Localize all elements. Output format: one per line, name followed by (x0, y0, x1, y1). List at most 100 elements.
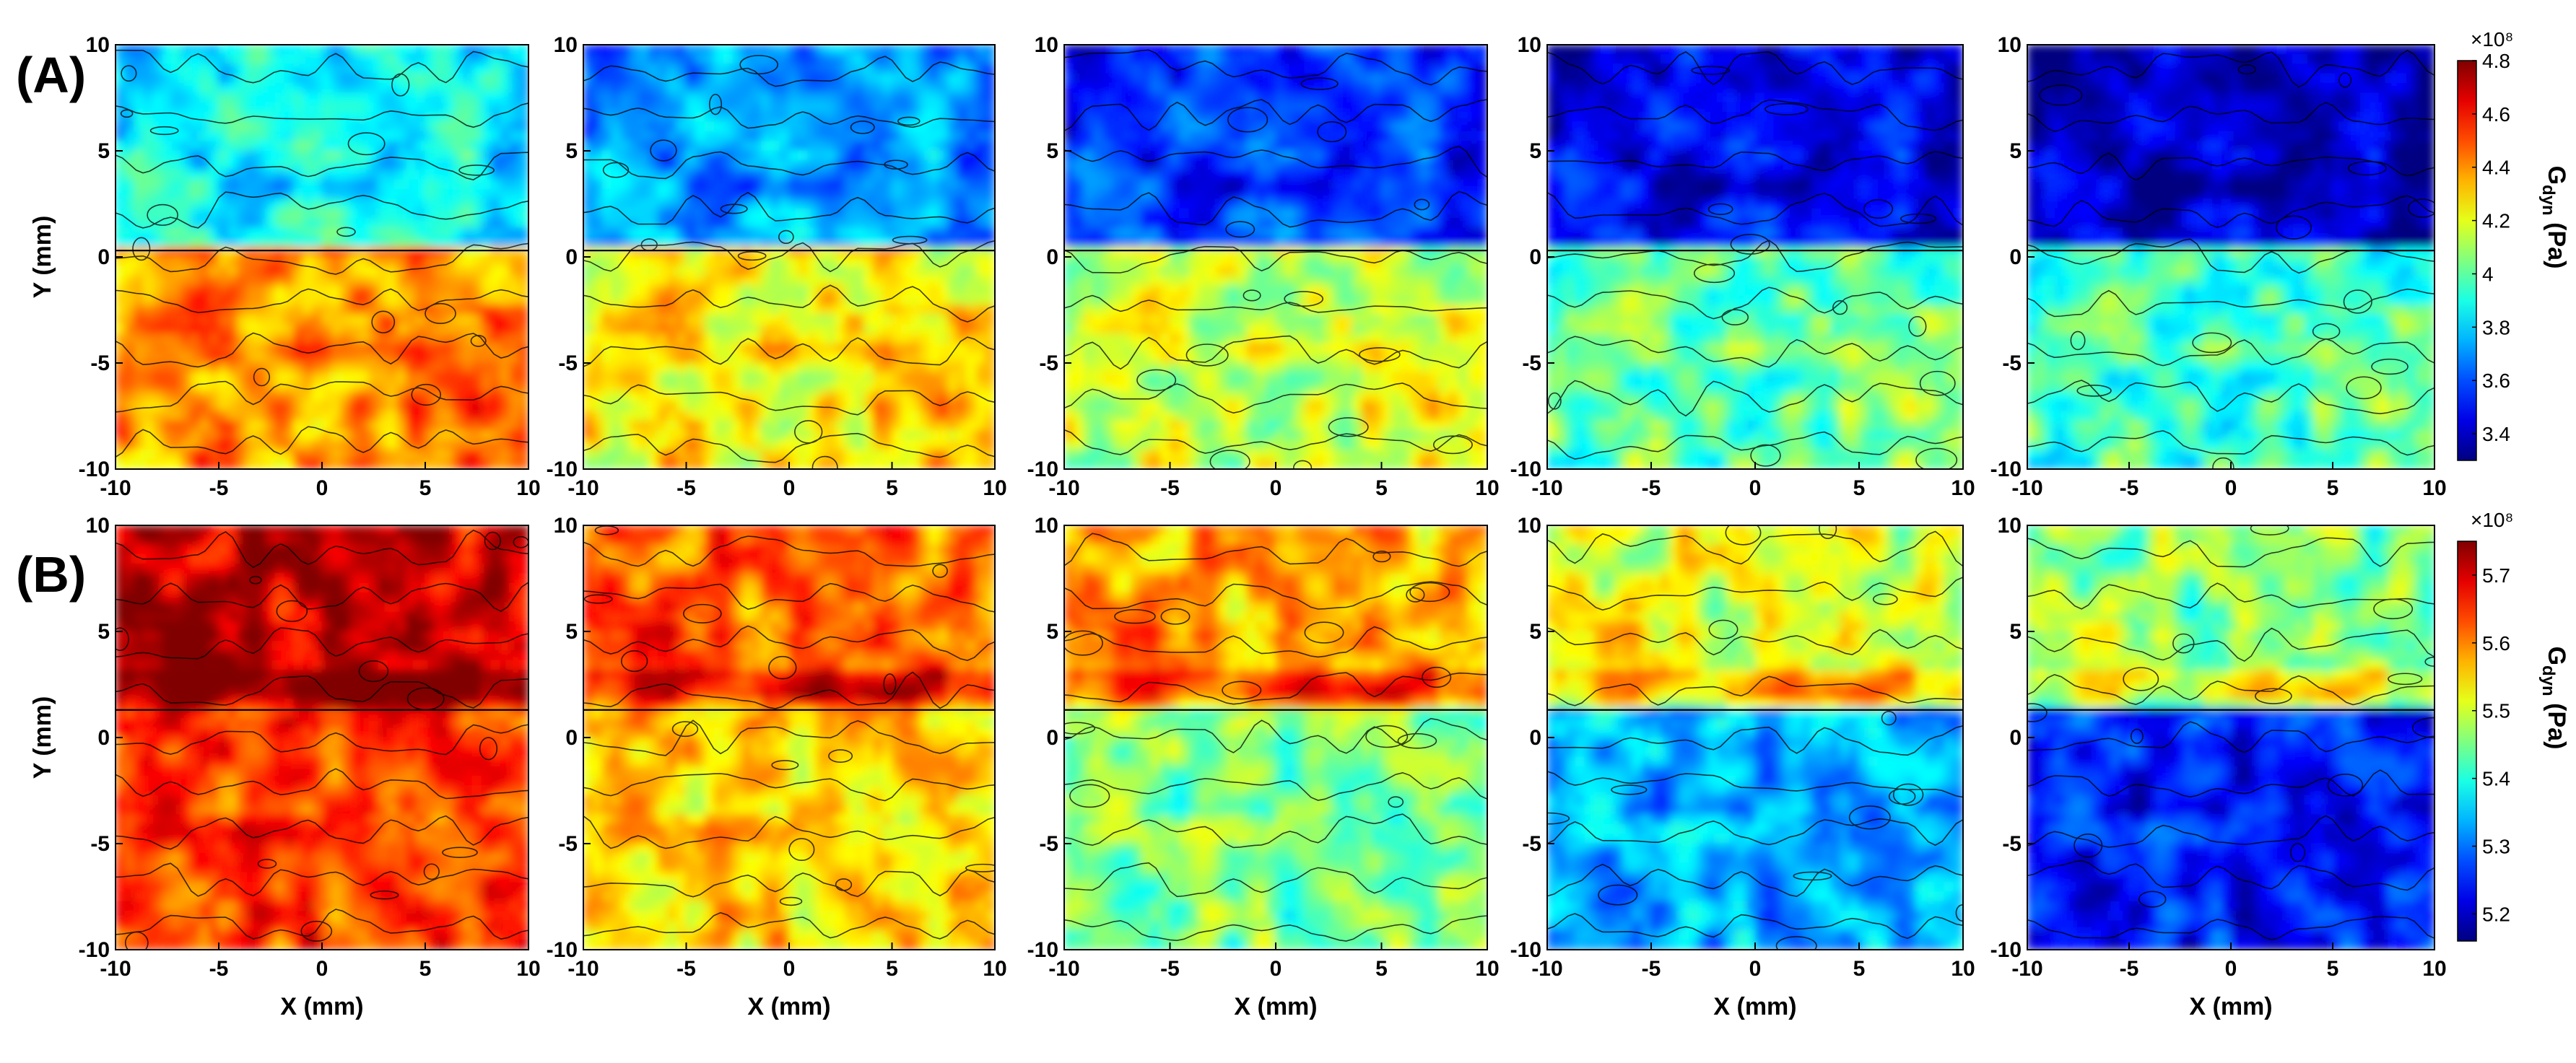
heat-cell (704, 343, 715, 354)
heat-cell (938, 439, 949, 450)
heat-cell (919, 218, 930, 229)
heat-cell (1217, 112, 1228, 123)
heat-cell (957, 198, 967, 209)
heat-cell (788, 391, 799, 402)
heat-cell (1159, 150, 1170, 161)
heat-cell (340, 237, 351, 248)
heat-cell (985, 314, 995, 325)
heat-cell (303, 449, 313, 460)
heat-cell (658, 324, 669, 335)
heat-cell (1438, 218, 1450, 229)
heat-cell (134, 112, 144, 123)
heat-cell (256, 294, 266, 306)
heat-cell (1342, 188, 1354, 200)
heat-cell (387, 382, 398, 393)
heat-cell (415, 285, 426, 296)
heat-cell (1102, 53, 1113, 65)
heat-cell (779, 324, 790, 335)
heat-cell (490, 64, 501, 74)
heat-cell (770, 372, 780, 383)
heat-cell (500, 112, 510, 123)
heat-cell (938, 333, 949, 344)
heat-cell (854, 170, 865, 180)
heat-cell (274, 92, 285, 103)
heat-cell (265, 343, 276, 354)
heat-cell (1208, 92, 1219, 103)
heat-cell (265, 382, 276, 393)
heat-cell (209, 45, 219, 55)
heat-cell (443, 198, 454, 209)
heat-cell (406, 45, 417, 55)
heat-cell (751, 382, 762, 393)
heat-cell (1458, 227, 1468, 238)
heat-cell (713, 150, 724, 161)
heat-cell (1429, 188, 1440, 200)
heat-cell (620, 218, 631, 229)
heat-cell (919, 285, 930, 296)
heat-cell (116, 131, 126, 142)
heat-cell (218, 112, 229, 123)
heat-cell (947, 159, 958, 171)
heat-cell (957, 372, 967, 383)
heat-cell (434, 53, 445, 65)
heat-cell (1304, 188, 1315, 200)
heat-cell (1073, 170, 1084, 180)
heat-cell (171, 362, 182, 373)
heat-cell (1458, 53, 1468, 65)
heat-cell (1131, 121, 1142, 132)
heat-cell (873, 73, 884, 84)
heat-cell (453, 112, 464, 123)
heat-cell (1112, 170, 1123, 180)
contour-line (116, 288, 528, 313)
heat-cell (713, 179, 724, 190)
heat-cell (854, 227, 865, 238)
heat-cell (265, 218, 276, 229)
heat-cell (490, 305, 501, 315)
heat-cell (938, 266, 949, 277)
heat-cell (704, 333, 715, 344)
heat-cell (910, 411, 921, 421)
heat-cell (966, 333, 977, 344)
heat-cell (396, 121, 407, 132)
heat-cell (741, 208, 752, 219)
heat-cell (1227, 198, 1238, 209)
heat-cell (162, 237, 173, 248)
heat-cell (676, 237, 687, 248)
heat-cell (500, 188, 510, 200)
heat-cell (760, 314, 771, 325)
heat-cell (854, 449, 865, 460)
heat-cell (1400, 227, 1411, 238)
heat-cell (443, 45, 454, 55)
heat-cell (938, 121, 949, 132)
heat-cell (500, 305, 510, 315)
heat-cell (611, 170, 622, 180)
heat-cell (349, 82, 360, 94)
contour-loop (458, 165, 495, 176)
heat-cell (312, 314, 323, 325)
heat-cell (892, 170, 902, 180)
heat-cell (835, 439, 846, 450)
heat-cell (732, 121, 743, 132)
heat-cell (695, 333, 705, 344)
heat-cell (882, 188, 892, 200)
heat-cell (817, 218, 827, 229)
heat-cell (592, 459, 603, 469)
heat-cell (1246, 82, 1257, 94)
heat-cell (1092, 247, 1103, 258)
heat-cell (1477, 64, 1487, 74)
heat-cell (966, 131, 977, 142)
heat-cell (490, 73, 501, 84)
heat-cell (713, 285, 724, 296)
heat-cell (443, 353, 454, 364)
heat-cell (676, 82, 687, 94)
heat-cell (928, 131, 939, 142)
heat-cell (751, 333, 762, 344)
heat-cell (648, 198, 659, 209)
heat-cell (1131, 256, 1142, 267)
heat-cell (695, 314, 705, 325)
heat-cell (686, 218, 696, 229)
heat-cell (312, 411, 323, 421)
heat-cell (704, 131, 715, 142)
heat-cell (321, 82, 332, 94)
heat-cell (218, 362, 229, 373)
